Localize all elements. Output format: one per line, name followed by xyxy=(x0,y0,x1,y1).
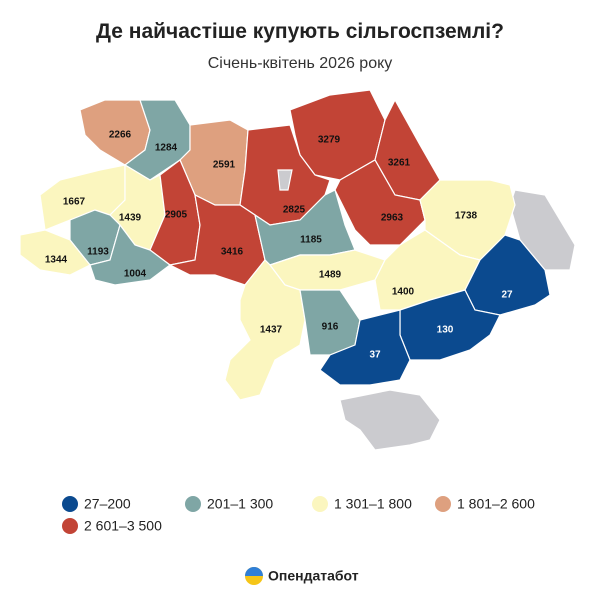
region xyxy=(123,99,191,181)
legend-swatch xyxy=(312,496,328,512)
region-label: 130 xyxy=(437,325,454,336)
region-label: 1437 xyxy=(260,325,283,336)
region-label: 1344 xyxy=(45,255,68,266)
region-label: 916 xyxy=(322,322,339,333)
region-label: 2963 xyxy=(381,213,404,224)
legend-label: 201–1 300 xyxy=(207,496,273,512)
region-labels: 2266 1284 2591 3279 3261 1667 1439 2905 2825 2… xyxy=(45,130,513,361)
legend-label: 2 601–3 500 xyxy=(84,518,162,534)
region xyxy=(334,159,426,246)
region-label: 2266 xyxy=(109,130,132,141)
legend-swatch xyxy=(435,496,451,512)
legend-label: 1 301–1 800 xyxy=(334,496,412,512)
title: Де найчастіше купують сільгоспземлі? xyxy=(96,20,504,43)
region-label: 2825 xyxy=(283,205,306,216)
region-label: 1185 xyxy=(300,235,322,246)
region xyxy=(224,259,306,401)
region-label: 1439 xyxy=(119,213,142,224)
region-label: 1667 xyxy=(63,197,86,208)
brand: Опендатабот xyxy=(268,568,359,584)
legend-swatch xyxy=(62,518,78,534)
region-label: 1738 xyxy=(455,211,478,222)
region xyxy=(19,229,91,276)
region-label: 3416 xyxy=(221,247,244,258)
region-label: 1489 xyxy=(319,270,342,281)
region-label: 3279 xyxy=(318,135,341,146)
region-label: 1004 xyxy=(124,269,147,280)
legend: 27–200 201–1 300 1 301–1 800 1 801–2 600 2 6… xyxy=(62,496,535,534)
legend-label: 1 801–2 600 xyxy=(457,496,535,512)
no-data-areas xyxy=(339,189,576,451)
brand-logo-top xyxy=(245,567,263,576)
legend-swatch xyxy=(62,496,78,512)
legend-label: 27–200 xyxy=(84,496,131,512)
region-label: 27 xyxy=(501,290,513,301)
region-label: 1284 xyxy=(155,143,178,154)
region-label: 1400 xyxy=(392,287,415,298)
legend-swatch xyxy=(185,496,201,512)
subtitle: Січень-квітень 2026 року xyxy=(208,55,393,72)
region-label: 1193 xyxy=(87,247,109,258)
no-data-area xyxy=(277,169,293,191)
region-label: 2591 xyxy=(213,160,236,171)
regions xyxy=(19,89,551,401)
region-label: 2905 xyxy=(165,210,188,221)
region-label: 3261 xyxy=(388,158,411,169)
region xyxy=(319,309,411,386)
region-label: 37 xyxy=(369,350,381,361)
no-data-area xyxy=(339,389,441,451)
region xyxy=(89,223,171,286)
